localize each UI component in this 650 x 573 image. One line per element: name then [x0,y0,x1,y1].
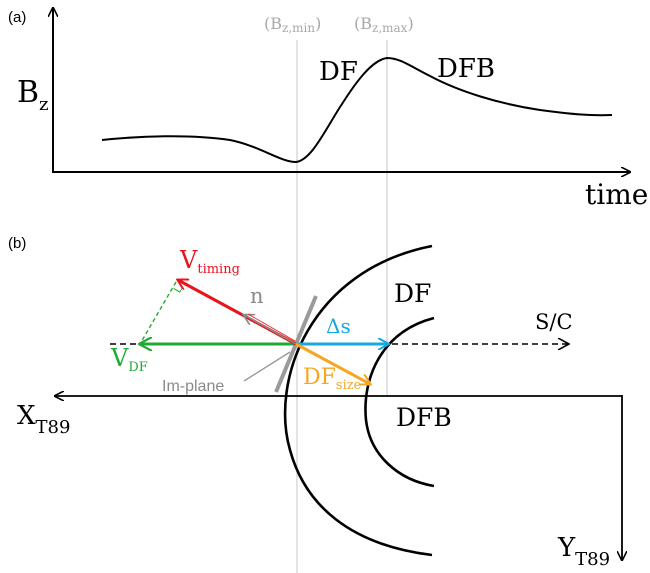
y-t89-label: YT89 [557,533,610,570]
df-label-b: DF [394,279,431,308]
df-label-a: DF [319,57,358,87]
time-axis-label: time [585,178,648,211]
dfb-label-a: DFB [437,54,495,84]
right-angle-mark: L [172,284,185,295]
panel-b-label: (b) [8,235,26,252]
panel-b: (b) L Vtiming n VDF Δs S/C [8,235,622,570]
n-normal-arrow [244,315,297,345]
bz-curve [101,56,613,164]
df-front-arc [283,244,433,557]
df-size-arrow [295,342,370,384]
panel-a-label: (a) [8,9,26,26]
im-plane-label: Im-plane [162,378,224,395]
v-df-projection-dashed [139,281,177,345]
bz-min-marker-label: (Bz,min) [264,14,321,35]
df-size-label: DFsize [303,365,362,393]
v-timing-label: Vtiming [179,246,240,277]
v-df-label: VDF [110,344,148,375]
dfb-front-arc [364,316,435,488]
n-label: n [250,284,264,308]
sc-label: S/C [535,310,573,334]
panel-a: (a) Bz time (Bz,min) (Bz,max) DF DFB [8,8,648,573]
dfb-label-b: DFB [396,403,452,432]
n-normal-inner-line [247,313,296,342]
bz-max-marker-label: (Bz,max) [354,14,414,35]
bz-axis-label: Bz [17,75,49,115]
delta-s-label: Δs [326,314,351,338]
im-plane-pointer [243,351,291,382]
x-t89-label: XT89 [17,401,70,438]
